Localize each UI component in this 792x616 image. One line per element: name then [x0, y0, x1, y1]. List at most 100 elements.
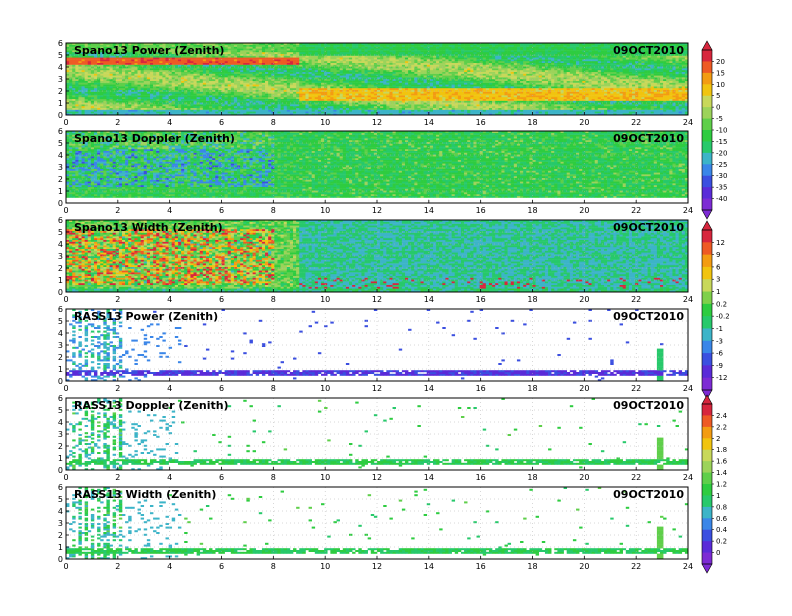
heatmap-cell	[134, 104, 138, 107]
heatmap-cell	[103, 64, 107, 67]
heatmap-cell	[299, 75, 303, 78]
heatmap-cell	[417, 97, 421, 99]
heatmap-cell	[156, 89, 160, 92]
heatmap-cell	[171, 89, 176, 92]
heatmap-cell	[128, 59, 132, 62]
heatmap-cell	[87, 104, 92, 107]
heatmap-cell	[106, 106, 110, 108]
heatmap-cell	[134, 53, 138, 56]
heatmap-cell	[423, 73, 428, 76]
heatmap-cell	[432, 111, 437, 114]
heatmap-cell	[274, 113, 278, 116]
heatmap-cell	[330, 80, 334, 83]
heatmap-cell	[90, 64, 95, 67]
heatmap-cell	[69, 64, 73, 67]
heatmap-cell	[140, 79, 145, 81]
heatmap-cell	[404, 86, 409, 89]
heatmap-cell	[181, 62, 185, 65]
heatmap-cell	[106, 79, 110, 81]
heatmap-cell	[451, 53, 456, 56]
heatmap-cell	[181, 98, 185, 101]
heatmap-cell	[321, 59, 325, 62]
heatmap-cell	[364, 55, 368, 58]
heatmap-cell	[190, 53, 194, 56]
heatmap-cell	[209, 100, 213, 103]
heatmap-cell	[377, 91, 381, 94]
heatmap-cell	[227, 44, 232, 47]
heatmap-cell	[293, 70, 297, 72]
heatmap-cell	[143, 73, 148, 76]
heatmap-cell	[283, 86, 288, 89]
heatmap-cell	[277, 55, 281, 58]
heatmap-cell	[149, 43, 154, 45]
heatmap-cell	[439, 48, 443, 51]
heatmap-cell	[162, 102, 166, 105]
heatmap-cell	[333, 59, 337, 62]
heatmap-cell	[445, 106, 449, 108]
heatmap-cell	[327, 113, 331, 116]
heatmap-cell	[118, 89, 123, 92]
heatmap-cell	[299, 88, 303, 90]
heatmap-cell	[345, 50, 350, 53]
heatmap-cell	[78, 50, 82, 53]
heatmap-cell	[268, 95, 272, 98]
heatmap-cell	[190, 64, 194, 67]
heatmap-cell	[72, 55, 76, 58]
heatmap-cell	[330, 97, 334, 99]
heatmap-cell	[140, 66, 145, 69]
heatmap-cell	[423, 77, 428, 80]
heatmap-cell	[317, 89, 322, 92]
heatmap-cell	[302, 106, 306, 108]
heatmap-cell	[439, 66, 443, 69]
heatmap-cell	[311, 52, 316, 54]
heatmap-cell	[171, 59, 176, 62]
heatmap-cell	[181, 57, 185, 60]
heatmap-cell	[72, 50, 76, 53]
heatmap-cell	[128, 95, 132, 98]
heatmap-cell	[209, 43, 213, 45]
heatmap-cell	[115, 106, 120, 108]
heatmap-cell	[196, 86, 201, 89]
heatmap-cell	[426, 64, 431, 67]
heatmap-cell	[69, 95, 73, 98]
heatmap-cell	[249, 93, 253, 96]
heatmap-cell	[100, 86, 104, 89]
heatmap-cell	[87, 46, 92, 49]
heatmap-cell	[442, 109, 446, 112]
heatmap-cell	[286, 98, 291, 101]
heatmap-cell	[439, 84, 443, 87]
heatmap-cell	[271, 71, 275, 74]
heatmap-cell	[345, 106, 350, 108]
heatmap-cell	[240, 79, 244, 81]
heatmap-cell	[202, 86, 207, 89]
heatmap-cell	[327, 48, 331, 51]
heatmap-cell	[404, 57, 409, 60]
heatmap-cell	[237, 79, 241, 81]
heatmap-cell	[311, 100, 316, 103]
heatmap-cell	[311, 57, 316, 60]
heatmap-cell	[215, 71, 219, 74]
heatmap-cell	[333, 64, 337, 67]
heatmap-cell	[109, 43, 113, 45]
heatmap-cell	[370, 53, 375, 56]
heatmap-cell	[112, 80, 117, 83]
heatmap-cell	[289, 68, 294, 71]
heatmap-cell	[349, 46, 353, 49]
heatmap-cell	[174, 70, 179, 72]
heatmap-cell	[355, 107, 359, 110]
heatmap-cell	[78, 68, 82, 71]
heatmap-cell	[103, 111, 107, 114]
heatmap-cell	[199, 93, 204, 96]
heatmap-cell	[451, 66, 456, 69]
heatmap-cell	[184, 62, 188, 65]
heatmap-cell	[349, 68, 353, 71]
heatmap-cell	[84, 95, 89, 98]
heatmap-cell	[69, 84, 73, 87]
heatmap-cell	[193, 43, 197, 45]
heatmap-cell	[69, 73, 73, 76]
heatmap-cell	[426, 73, 431, 76]
heatmap-cell	[321, 93, 325, 96]
heatmap-cell	[243, 46, 247, 49]
heatmap-cell	[280, 50, 284, 53]
heatmap-cell	[78, 46, 82, 49]
